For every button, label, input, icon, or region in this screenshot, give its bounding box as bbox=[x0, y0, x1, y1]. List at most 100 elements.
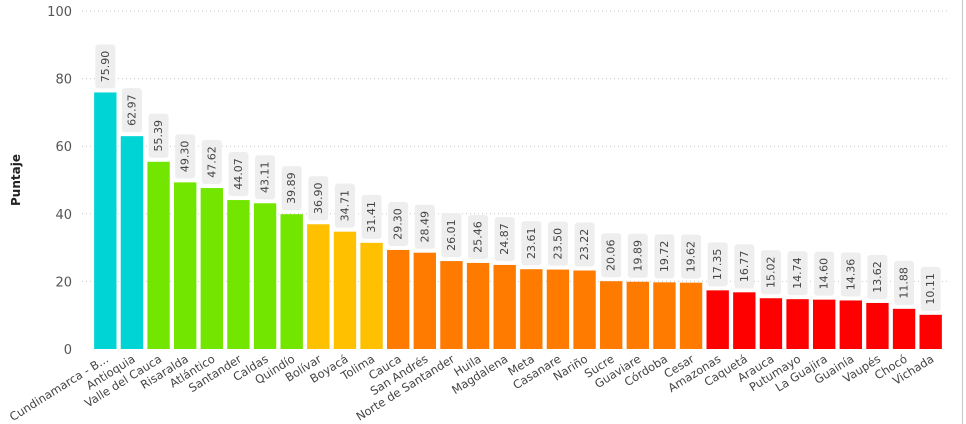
data-label-background bbox=[840, 252, 861, 297]
data-label: 55.39 bbox=[152, 120, 165, 152]
data-label-background bbox=[814, 251, 835, 296]
data-label: 49.30 bbox=[179, 141, 192, 173]
data-label: 43.11 bbox=[259, 162, 272, 194]
bar[interactable] bbox=[626, 281, 649, 349]
bar[interactable] bbox=[653, 282, 676, 349]
data-label-background bbox=[308, 176, 329, 221]
data-label-background bbox=[654, 234, 675, 279]
bar[interactable] bbox=[679, 282, 703, 349]
bar[interactable] bbox=[253, 203, 277, 349]
data-label-background bbox=[334, 183, 355, 228]
data-label-background bbox=[175, 134, 196, 179]
data-label-background bbox=[121, 88, 142, 133]
bar[interactable] bbox=[706, 290, 729, 349]
data-label-background bbox=[494, 216, 515, 261]
data-label: 16.77 bbox=[738, 251, 751, 283]
bar[interactable] bbox=[120, 136, 144, 349]
data-label: 13.62 bbox=[871, 261, 884, 293]
y-tick-label: 100 bbox=[47, 5, 72, 20]
data-label-background bbox=[441, 213, 462, 258]
y-tick-label: 20 bbox=[55, 275, 72, 290]
bar[interactable] bbox=[307, 224, 330, 349]
data-label-background bbox=[627, 233, 648, 278]
data-label-background bbox=[414, 204, 435, 249]
y-axis-ticks: 0 20 40 60 80 100 bbox=[47, 5, 72, 358]
data-label: 14.36 bbox=[844, 259, 857, 291]
data-label-background bbox=[601, 233, 622, 278]
bar[interactable] bbox=[387, 249, 410, 349]
y-tick-label: 80 bbox=[55, 73, 72, 88]
bar[interactable] bbox=[759, 298, 783, 349]
y-axis-title: Puntaje bbox=[9, 154, 23, 206]
data-label-background bbox=[574, 222, 595, 267]
data-label: 29.30 bbox=[392, 208, 405, 240]
bar[interactable] bbox=[147, 161, 170, 349]
bar[interactable] bbox=[786, 299, 809, 349]
data-label: 14.60 bbox=[818, 258, 831, 290]
data-label-background bbox=[148, 113, 169, 158]
data-label-background bbox=[734, 244, 755, 289]
data-label: 44.07 bbox=[232, 158, 245, 190]
bar[interactable] bbox=[892, 308, 916, 349]
gridlines bbox=[82, 10, 950, 282]
data-labels: 75.90 62.97 55.39 49.30 47.62 44.07 43.11 39.89… bbox=[95, 44, 941, 311]
data-label: 19.72 bbox=[658, 241, 671, 273]
bar[interactable] bbox=[333, 231, 357, 349]
bars bbox=[94, 92, 942, 349]
data-label: 24.87 bbox=[498, 223, 511, 255]
data-label-background bbox=[521, 221, 542, 266]
bar[interactable] bbox=[839, 300, 862, 349]
data-label-background bbox=[95, 44, 116, 89]
bar[interactable] bbox=[546, 269, 570, 349]
data-label: 39.89 bbox=[285, 172, 298, 204]
data-label: 10.11 bbox=[924, 273, 937, 305]
data-label-background bbox=[228, 152, 249, 197]
data-label: 15.02 bbox=[764, 256, 777, 288]
bar[interactable] bbox=[413, 252, 436, 349]
data-label: 31.41 bbox=[365, 201, 378, 233]
data-label: 62.97 bbox=[125, 94, 138, 126]
bar[interactable] bbox=[813, 299, 836, 349]
data-label: 23.61 bbox=[525, 227, 538, 258]
data-label-background bbox=[760, 250, 781, 295]
data-label: 19.89 bbox=[631, 240, 644, 271]
data-label: 26.01 bbox=[445, 219, 458, 251]
data-label: 28.49 bbox=[418, 211, 431, 243]
data-label: 34.71 bbox=[338, 190, 351, 222]
data-label-background bbox=[707, 242, 728, 287]
bar[interactable] bbox=[600, 281, 623, 349]
data-label-background bbox=[468, 214, 489, 259]
bar[interactable] bbox=[520, 269, 543, 349]
bar[interactable] bbox=[919, 314, 942, 349]
bar[interactable] bbox=[440, 261, 463, 349]
bar[interactable] bbox=[200, 188, 223, 349]
data-label-background bbox=[681, 234, 702, 279]
data-label-background bbox=[255, 155, 276, 200]
bar[interactable] bbox=[94, 92, 117, 349]
y-tick-label: 40 bbox=[55, 208, 72, 223]
data-label: 23.22 bbox=[578, 229, 591, 261]
bar[interactable] bbox=[280, 214, 303, 349]
data-label: 11.88 bbox=[898, 267, 911, 299]
data-label-background bbox=[547, 221, 568, 266]
bar[interactable] bbox=[733, 292, 756, 349]
bar[interactable] bbox=[174, 182, 197, 349]
y-tick-label: 60 bbox=[55, 140, 72, 155]
y-tick-label: 0 bbox=[64, 343, 72, 358]
data-label-background bbox=[920, 266, 941, 311]
bar[interactable] bbox=[866, 302, 889, 349]
bar[interactable] bbox=[227, 200, 250, 349]
bar[interactable] bbox=[493, 264, 516, 349]
data-label: 14.74 bbox=[791, 257, 804, 289]
data-label-background bbox=[867, 254, 888, 299]
data-label: 47.62 bbox=[205, 146, 218, 178]
bar[interactable] bbox=[466, 262, 490, 349]
bar[interactable] bbox=[573, 270, 596, 349]
data-label: 36.90 bbox=[312, 183, 325, 215]
scrollbar-border bbox=[962, 0, 963, 424]
data-label-background bbox=[388, 201, 409, 246]
data-label-background bbox=[787, 251, 808, 296]
data-label: 23.50 bbox=[551, 228, 564, 260]
bar[interactable] bbox=[360, 242, 383, 349]
